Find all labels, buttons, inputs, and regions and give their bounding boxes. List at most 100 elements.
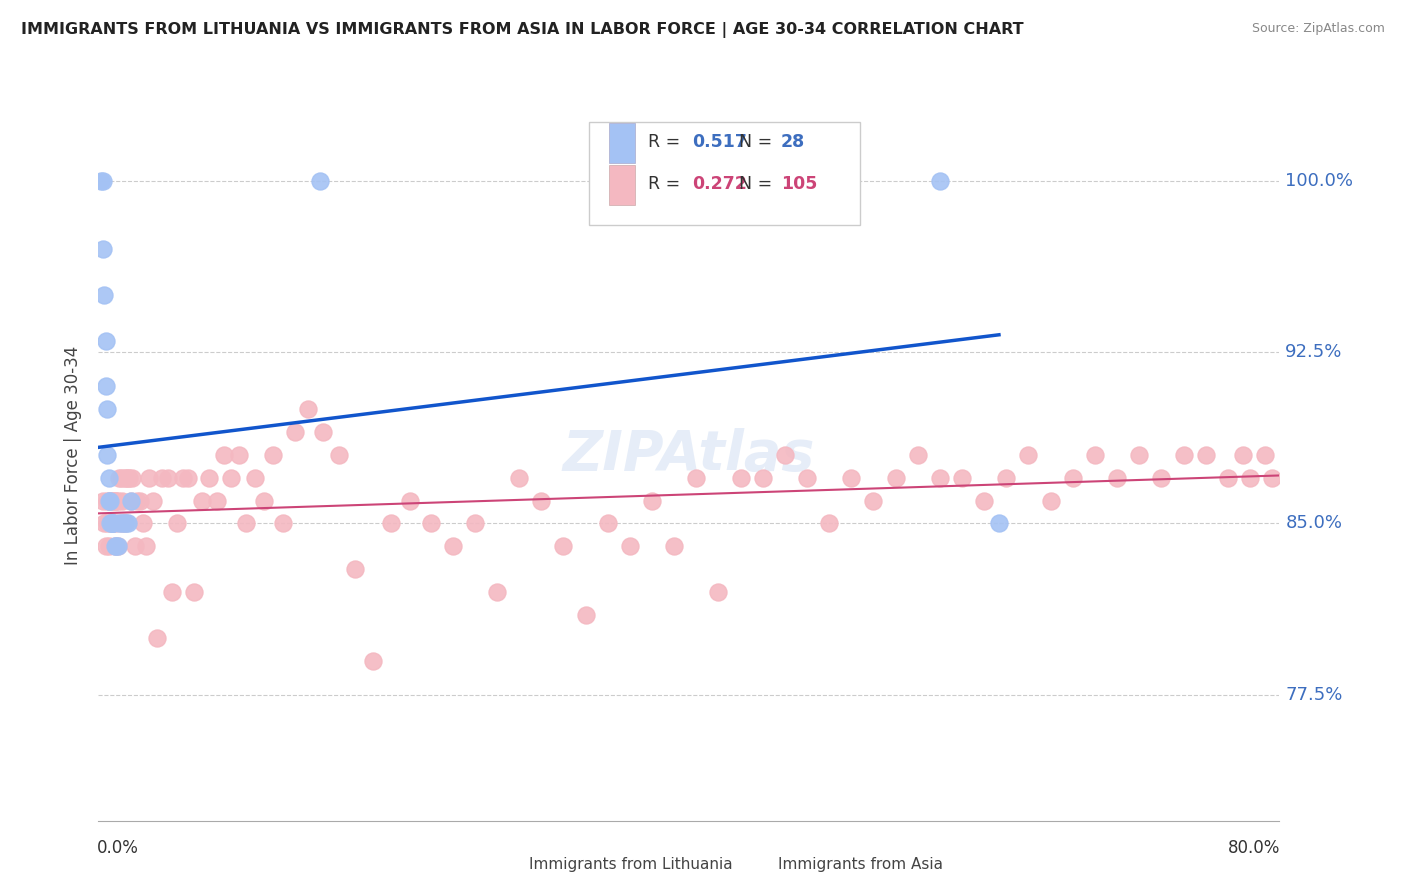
Point [284,425,307,439]
Point [553,540,575,554]
Point [128,493,150,508]
Point [773,448,796,462]
Point [235,516,257,531]
Point [105,516,128,531]
Point [309,174,332,188]
Point [98,493,121,508]
Point [94,334,117,348]
Point [441,540,464,554]
Point [1084,448,1107,462]
Text: R =: R = [648,175,685,193]
Text: 105: 105 [782,175,817,193]
Point [96,493,118,508]
Point [110,516,132,531]
Point [115,516,138,531]
Point [105,493,128,508]
Point [191,493,214,508]
Point [94,379,117,393]
Point [110,471,132,485]
Point [124,540,146,554]
Point [1062,471,1084,485]
Point [93,516,115,531]
Point [150,471,173,485]
Point [253,493,276,508]
Point [104,493,127,508]
Point [100,493,122,508]
Point [132,516,155,531]
Point [98,516,121,531]
Text: 80.0%: 80.0% [1229,838,1281,857]
Point [530,493,553,508]
Text: IMMIGRANTS FROM LITHUANIA VS IMMIGRANTS FROM ASIA IN LABOR FORCE | AGE 30-34 COR: IMMIGRANTS FROM LITHUANIA VS IMMIGRANTS … [21,22,1024,38]
Point [112,516,135,531]
Point [115,471,138,485]
Point [1150,471,1173,485]
Point [1039,493,1062,508]
Point [125,493,148,508]
Point [297,402,319,417]
Point [1254,448,1277,462]
Point [419,516,441,531]
Point [100,516,122,531]
Point [94,540,117,554]
Point [135,540,157,554]
Point [162,585,183,599]
Point [97,471,120,485]
Point [1173,448,1195,462]
Point [619,540,641,554]
Text: R =: R = [648,133,685,151]
Point [219,471,242,485]
Point [120,493,142,508]
Point [1232,448,1254,462]
Point [399,493,422,508]
Point [100,516,122,531]
Point [105,540,128,554]
Text: N =: N = [738,175,778,193]
Point [97,493,120,508]
Point [93,288,115,302]
Point [108,516,131,531]
Text: 28: 28 [782,133,806,151]
Point [111,516,134,531]
Point [103,516,125,531]
Point [91,242,114,256]
Point [1128,448,1150,462]
Point [950,471,973,485]
Point [138,471,160,485]
Point [118,471,141,485]
Point [508,471,530,485]
Point [91,493,114,508]
Point [104,540,127,554]
Point [107,493,129,508]
Point [205,493,228,508]
Point [177,471,200,485]
Text: 85.0%: 85.0% [1285,515,1343,533]
Point [166,516,188,531]
Point [142,493,165,508]
Point [987,516,1010,531]
Point [928,174,950,188]
Point [973,493,995,508]
Text: 0.272: 0.272 [693,175,748,193]
Text: Immigrants from Lithuania: Immigrants from Lithuania [530,857,733,872]
Point [685,471,707,485]
Point [90,174,112,188]
Point [380,516,402,531]
Point [117,516,139,531]
Point [328,448,350,462]
Point [486,585,509,599]
Text: Immigrants from Asia: Immigrants from Asia [778,857,942,872]
FancyBboxPatch shape [737,850,766,880]
Point [818,516,841,531]
Point [103,516,125,531]
Point [271,516,294,531]
Point [907,448,929,462]
Point [103,516,125,531]
Point [862,493,884,508]
Point [1261,471,1284,485]
Point [112,471,135,485]
Point [104,540,127,554]
Point [107,540,129,554]
Point [183,585,205,599]
Text: N =: N = [738,133,778,151]
